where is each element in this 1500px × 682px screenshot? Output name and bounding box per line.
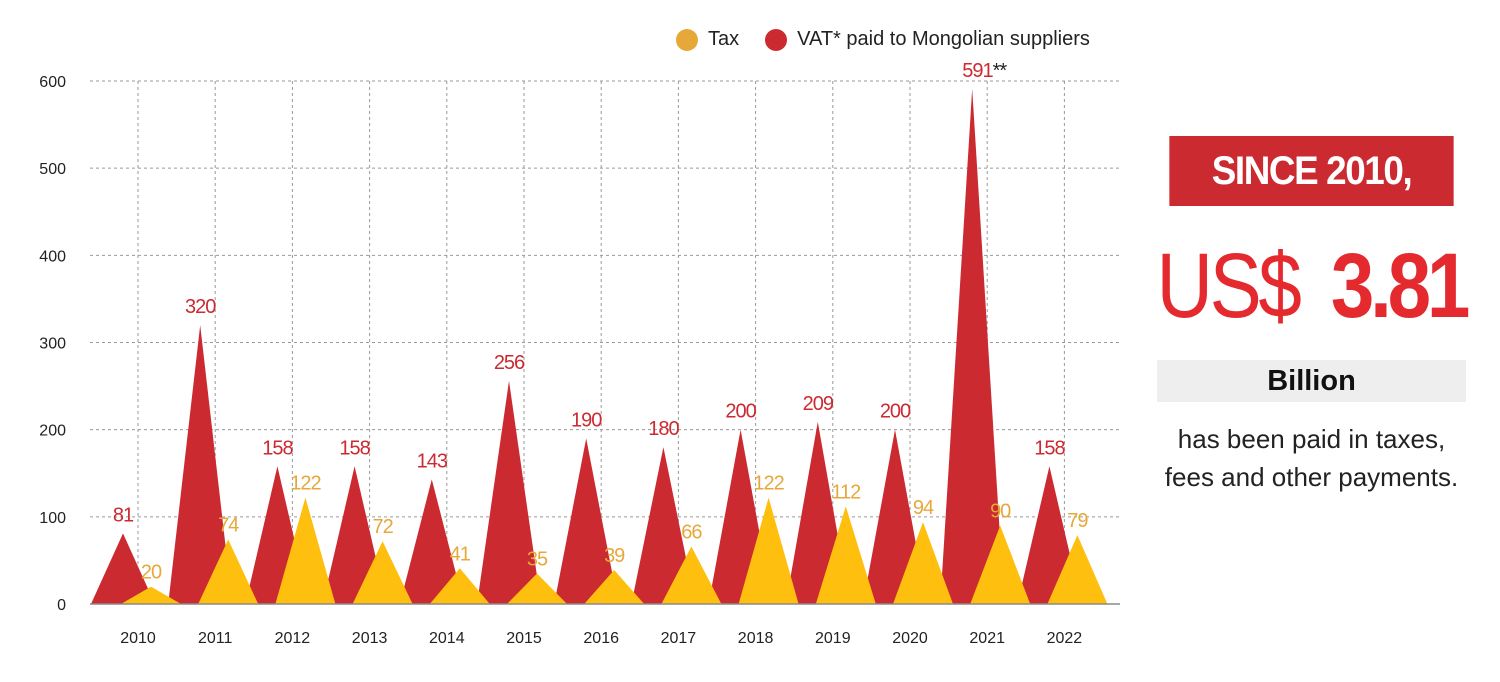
x-tick-label: 2017: [661, 630, 697, 647]
tax-data-label: 122: [753, 473, 784, 495]
vat-peak: [399, 479, 464, 604]
y-tick-label: 300: [39, 336, 66, 353]
vat-peak: [631, 447, 696, 604]
y-tick-label: 400: [39, 248, 66, 265]
x-tick-label: 2019: [815, 630, 851, 647]
chart-svg: 0 100 200 300 400 500 600 2010 2011 2012 2013 2014 2…: [39, 60, 1120, 647]
vat-data-label: 256: [494, 352, 525, 374]
legend-item-vat: VAT* paid to Mongolian suppliers: [765, 28, 1090, 51]
x-tick-label: 2010: [120, 630, 156, 647]
legend-swatch-vat: [765, 28, 788, 51]
tax-data-label: 35: [527, 548, 548, 570]
x-tick-label: 2011: [198, 630, 233, 647]
tax-data-label: 74: [218, 514, 239, 536]
y-tick-label: 0: [57, 597, 66, 614]
unit-label: Billion: [1157, 360, 1466, 402]
x-tick-label: 2013: [352, 630, 388, 647]
y-tick-label: 100: [39, 510, 66, 527]
tax-data-label: 122: [290, 473, 321, 495]
x-tick-label: 2021: [969, 630, 1005, 647]
tax-data-label: 20: [141, 562, 162, 584]
tax-peak: [584, 570, 645, 604]
vat-peak: [477, 380, 541, 604]
tax-data-label: 72: [372, 516, 393, 538]
vat-data-label: 81: [113, 504, 134, 526]
tax-peak: [893, 522, 953, 604]
legend-swatch-tax: [676, 28, 698, 51]
summary-description: has been paid in taxes, fees and other p…: [1164, 424, 1459, 492]
vat-data-label-mark: **: [993, 60, 1008, 82]
tax-data-label: 112: [831, 481, 861, 503]
tax-peak: [815, 506, 876, 604]
chart-area: 0 100 200 300 400 500 600 2010 2011 2012 2013 2014 2…: [39, 28, 1120, 647]
currency-label: US$: [1157, 234, 1302, 337]
vat-data-label: 200: [725, 401, 756, 423]
legend: Tax VAT* paid to Mongolian suppliers: [676, 28, 1116, 51]
x-tick-label: 2022: [1047, 630, 1083, 647]
vat-data-label: 190: [571, 409, 602, 431]
vat-data-label: 320: [185, 296, 216, 318]
tax-data-label: 66: [681, 521, 702, 543]
vat-data-label: 158: [1034, 437, 1065, 459]
amount-value: 3.81: [1331, 234, 1470, 337]
tax-peak: [429, 568, 490, 604]
vat-data-label: 158: [262, 437, 293, 459]
legend-label-tax: Tax: [708, 28, 740, 50]
tax-peak: [352, 541, 413, 604]
tax-peak: [970, 525, 1031, 604]
vat-peak: [940, 88, 1005, 605]
tax-data-label: 39: [604, 545, 625, 567]
vat-data-label: 143: [417, 450, 448, 472]
tax-peak: [507, 573, 567, 604]
tax-data-label: 94: [913, 497, 934, 519]
tax-peak: [661, 546, 722, 604]
tax-data-label: 41: [450, 543, 471, 565]
vat-peak: [168, 325, 233, 604]
x-tick-label: 2014: [429, 630, 465, 647]
vat-data-label: 158: [339, 437, 370, 459]
since-banner: SINCE 2010,: [1169, 136, 1454, 206]
tax-peak: [738, 497, 799, 604]
vat-data-label-value: 591: [962, 60, 993, 82]
y-tick-label: 600: [39, 74, 66, 91]
tax-data-label: 79: [1067, 510, 1088, 532]
vat-data-label: 180: [648, 418, 679, 440]
summary-panel: SINCE 2010, US$ 3.81 Billion has been pa…: [1157, 136, 1471, 496]
vat-data-label: 591**: [962, 60, 1007, 82]
tax-data-label: 90: [990, 501, 1011, 523]
vat-data-label: 200: [880, 401, 911, 423]
tax-peak: [198, 539, 259, 604]
x-tick-label: 2020: [892, 630, 928, 647]
legend-item-tax: Tax: [676, 28, 739, 51]
x-tick-label: 2018: [738, 630, 774, 647]
vat-peak: [91, 533, 155, 604]
total-amount: US$ 3.81: [1157, 226, 1471, 346]
x-tick-label: 2015: [506, 630, 542, 647]
tax-peak: [1047, 535, 1108, 604]
legend-label-vat: VAT* paid to Mongolian suppliers: [797, 28, 1090, 50]
tax-peak: [275, 497, 336, 604]
x-tick-label: 2012: [275, 630, 311, 647]
x-tick-label: 2016: [583, 630, 619, 647]
vat-peak: [554, 438, 619, 604]
y-tick-label: 200: [39, 423, 66, 440]
tax-peak: [121, 586, 181, 604]
vat-data-label: 209: [803, 393, 834, 415]
y-tick-label: 500: [39, 161, 66, 178]
